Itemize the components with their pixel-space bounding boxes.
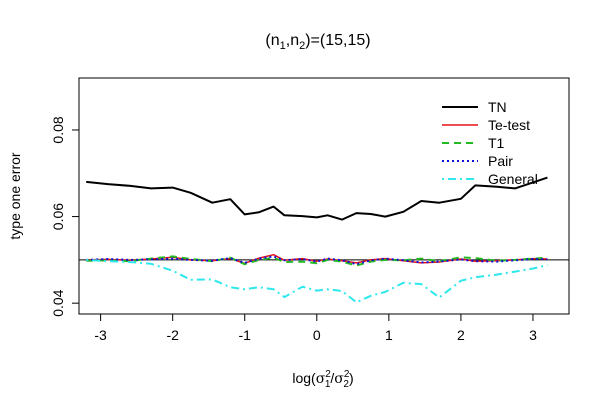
title-subscript: 2 (299, 40, 305, 52)
xlabel-part: ) (349, 370, 354, 386)
x-tick-label: 0 (313, 327, 321, 343)
xlabel-part: / (330, 370, 334, 386)
xlabel-sub: 1 (325, 379, 331, 390)
legend-label-t1: T1 (488, 135, 505, 151)
series-line-general (86, 258, 548, 304)
x-tick-label: -3 (94, 327, 107, 343)
xlabel-sup: 2 (325, 369, 331, 380)
legend-label-tn: TN (488, 99, 507, 115)
x-axis: -3 -2 -1 0 1 2 3 (94, 314, 537, 343)
legend: TN Te-test T1 Pair General (442, 99, 538, 187)
y-axis-title: type one error (7, 152, 23, 239)
xlabel-part: log( (292, 370, 316, 386)
legend-label-te-test: Te-test (488, 117, 530, 133)
xlabel-sub: 2 (343, 379, 349, 390)
title-subscript: 1 (280, 40, 286, 52)
x-tick-label: 1 (385, 327, 393, 343)
title-part: (n (265, 32, 279, 49)
y-axis: 0.04 0.06 0.08 (50, 116, 79, 317)
chart-title: (n1,n2)=(15,15) (265, 32, 370, 52)
x-tick-label: 2 (457, 327, 465, 343)
y-tick-label: 0.06 (50, 203, 66, 230)
y-tick-label: 0.08 (50, 116, 66, 143)
title-part: ,n (286, 32, 299, 49)
y-tick-label: 0.04 (50, 289, 66, 316)
series-line-tn (86, 176, 548, 221)
xlabel-sup: 2 (344, 369, 350, 380)
x-axis-title: log(σ2 1/σ2 2) (292, 369, 353, 390)
title-part: )=(15,15) (305, 32, 370, 49)
plot-frame (78, 77, 570, 315)
x-tick-label: -1 (239, 327, 252, 343)
legend-label-pair: Pair (488, 153, 513, 169)
series-line-t1 (86, 255, 548, 267)
xlabel-sigma: σ (316, 371, 326, 387)
legend-label-general: General (488, 171, 538, 187)
series-line-pair (86, 255, 548, 266)
x-tick-label: 3 (529, 327, 537, 343)
series-group (86, 176, 548, 304)
xlabel-sigma: σ (334, 371, 344, 387)
x-tick-label: -2 (166, 327, 179, 343)
